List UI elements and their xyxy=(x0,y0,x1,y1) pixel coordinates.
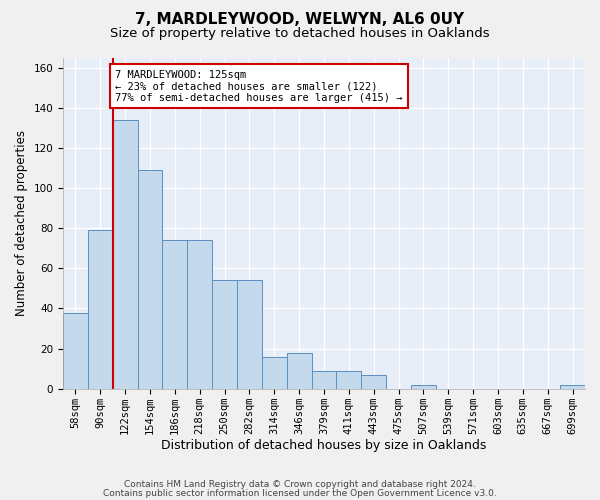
Bar xyxy=(88,230,113,389)
Bar xyxy=(337,370,361,389)
Bar xyxy=(361,375,386,389)
Bar xyxy=(187,240,212,389)
Text: Size of property relative to detached houses in Oaklands: Size of property relative to detached ho… xyxy=(110,28,490,40)
Bar xyxy=(113,120,137,389)
Bar xyxy=(63,312,88,389)
Text: 7, MARDLEYWOOD, WELWYN, AL6 0UY: 7, MARDLEYWOOD, WELWYN, AL6 0UY xyxy=(136,12,464,28)
Bar xyxy=(163,240,187,389)
Bar xyxy=(560,385,585,389)
Bar xyxy=(237,280,262,389)
Bar xyxy=(311,370,337,389)
Bar xyxy=(411,385,436,389)
Bar xyxy=(212,280,237,389)
Y-axis label: Number of detached properties: Number of detached properties xyxy=(15,130,28,316)
Bar xyxy=(262,356,287,389)
Text: Contains HM Land Registry data © Crown copyright and database right 2024.: Contains HM Land Registry data © Crown c… xyxy=(124,480,476,489)
X-axis label: Distribution of detached houses by size in Oaklands: Distribution of detached houses by size … xyxy=(161,440,487,452)
Bar xyxy=(137,170,163,389)
Bar xyxy=(287,352,311,389)
Text: 7 MARDLEYWOOD: 125sqm
← 23% of detached houses are smaller (122)
77% of semi-det: 7 MARDLEYWOOD: 125sqm ← 23% of detached … xyxy=(115,70,403,102)
Text: Contains public sector information licensed under the Open Government Licence v3: Contains public sector information licen… xyxy=(103,488,497,498)
